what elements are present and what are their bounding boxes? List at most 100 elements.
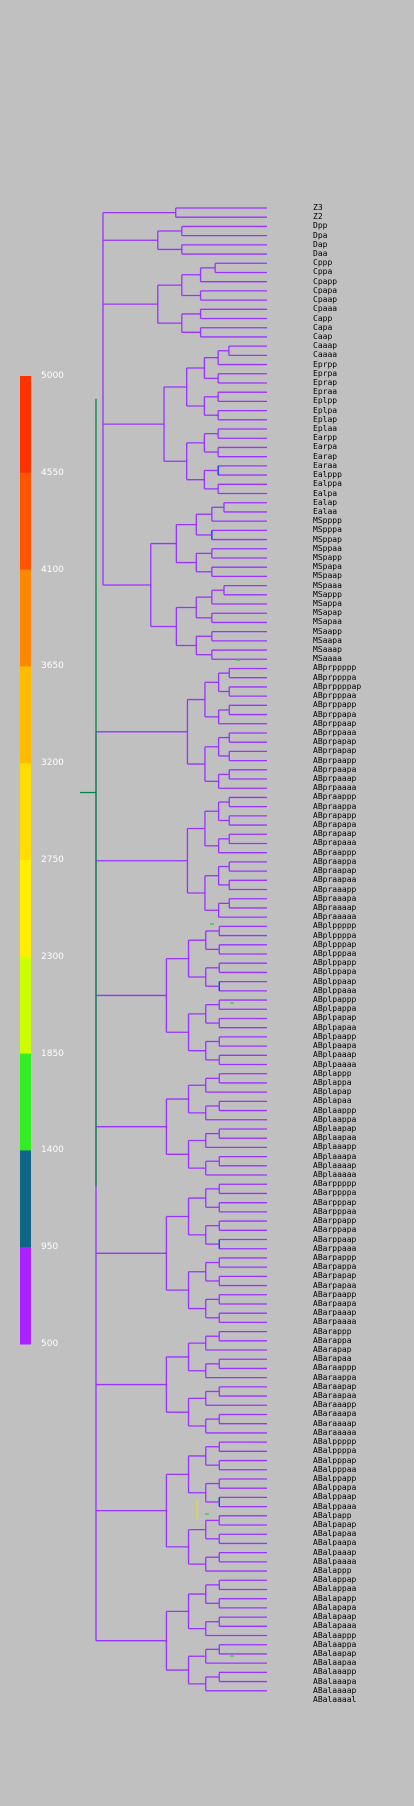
leaf-name: ABplapap bbox=[313, 1087, 352, 1097]
leaf-name: ABarpaapp bbox=[313, 1289, 357, 1299]
leaf-name: Eprpa bbox=[313, 368, 338, 378]
leaf-name: ABplappp bbox=[313, 1068, 352, 1078]
leaf-name: ABplppaaa bbox=[313, 985, 357, 995]
leaf-name: ABplpappp bbox=[313, 995, 357, 1005]
leaf-name: ABarppapa bbox=[313, 1225, 357, 1235]
leaf-name: ABprpaapa bbox=[313, 764, 357, 774]
leaf-name: ABplaaapa bbox=[313, 1151, 357, 1161]
leaf-name: MSaaaa bbox=[313, 654, 342, 664]
leaf-name: MSppaa bbox=[313, 543, 342, 553]
leaf-name: ABalaaaap bbox=[313, 1685, 357, 1695]
leaf-name: ABarapap bbox=[313, 1345, 352, 1355]
leaf-name: ABalpaaap bbox=[313, 1547, 357, 1557]
leaf-name: ABarppapp bbox=[313, 1216, 357, 1226]
legend-segment bbox=[20, 1150, 31, 1248]
leaf-name: ABarappp bbox=[313, 1326, 352, 1336]
leaf-name: ABarpaaaa bbox=[313, 1317, 357, 1327]
leaf-name: ABplpaaaa bbox=[313, 1059, 357, 1069]
leaf-name: ABarpapaa bbox=[313, 1280, 357, 1290]
leaf-name: Cpaap bbox=[313, 295, 338, 305]
leaf-name: Cpaaa bbox=[313, 304, 338, 314]
leaf-name: Caap bbox=[313, 331, 333, 341]
leaf-name: ABplpapaa bbox=[313, 1022, 357, 1032]
leaf-name: MSppap bbox=[313, 534, 342, 544]
leaf-name: Dap bbox=[313, 239, 328, 249]
legend-tick-label: 950 bbox=[41, 1242, 59, 1253]
leaf-name: MSappa bbox=[313, 599, 342, 609]
leaf-name: ABarppppa bbox=[313, 1188, 357, 1198]
leaf-name: ABplaapap bbox=[313, 1123, 357, 1133]
leaf-name: Dpp bbox=[313, 221, 328, 231]
legend-tick-label: 1850 bbox=[41, 1048, 64, 1059]
leaf-name: ABaraappp bbox=[313, 1363, 357, 1373]
legend-segment bbox=[20, 1053, 31, 1151]
leaf-name: ABplpaapp bbox=[313, 1031, 357, 1041]
leaf-name: ABplaaaaa bbox=[313, 1170, 357, 1180]
leaf-name: Z3 bbox=[313, 203, 323, 212]
leaf-name: ABprpaaaa bbox=[313, 783, 357, 793]
leaf-name: ABpraaaap bbox=[313, 902, 357, 912]
leaf-name: ABprpapap bbox=[313, 737, 357, 747]
leaf-name: ABprppppap bbox=[313, 681, 362, 691]
leaf-name: ABaraaapp bbox=[313, 1400, 357, 1410]
leaf-name: ABarpappp bbox=[313, 1252, 357, 1262]
lineage-tree bbox=[80, 207, 267, 1692]
leaf-name: ABalappap bbox=[313, 1575, 357, 1585]
leaf-name: ABprppapp bbox=[313, 700, 357, 710]
leaf-name: ABplppaap bbox=[313, 976, 357, 986]
color-legend: 5000 4550 4100 3650 3200 2750 2300 1850 1400 950 5… bbox=[0, 0, 80, 1806]
legend-tick-label: 1400 bbox=[41, 1145, 64, 1156]
leaf-name: ABplaapaa bbox=[313, 1133, 357, 1143]
leaf-name: ABprapaap bbox=[313, 829, 357, 839]
legend-segment bbox=[20, 763, 31, 861]
leaf-name: ABalpapp bbox=[313, 1510, 352, 1520]
leaf-name: Earap bbox=[313, 451, 338, 461]
leaf-name: ABalapaaa bbox=[313, 1621, 357, 1631]
leaf-name: Dpa bbox=[313, 230, 328, 240]
leaf-name: ABprapapp bbox=[313, 810, 357, 820]
leaf-name: ABalapapa bbox=[313, 1602, 357, 1612]
leaf-name: ABalpapap bbox=[313, 1520, 357, 1529]
leaf-name: ABalaaapa bbox=[313, 1676, 357, 1686]
leaf-name: ABplppppa bbox=[313, 930, 357, 940]
leaf-name: ABalppaaa bbox=[313, 1501, 357, 1511]
leaf-name: ABalaapaa bbox=[313, 1658, 357, 1668]
leaf-name: Cppp bbox=[313, 258, 333, 268]
leaf-name: ABplppppp bbox=[313, 921, 357, 931]
leaf-name: ABarpappa bbox=[313, 1262, 357, 1272]
leaf-name: MSaapp bbox=[313, 626, 342, 636]
legend-segment bbox=[20, 472, 31, 571]
leaf-name: ABarapaa bbox=[313, 1354, 352, 1364]
leaf-name: MSpaaa bbox=[313, 580, 342, 590]
leaf-name: Earaa bbox=[313, 460, 338, 470]
leaf-name: ABarpppap bbox=[313, 1197, 357, 1207]
leaf-name: Ealppa bbox=[313, 479, 342, 489]
leaf-name: ABarpppaa bbox=[313, 1206, 357, 1216]
leaf-name: ABplpaaap bbox=[313, 1050, 357, 1060]
legend-segment bbox=[20, 376, 31, 474]
leaf-name: ABarpaapa bbox=[313, 1298, 357, 1308]
leaf-name: MSaaap bbox=[313, 645, 342, 655]
leaf-name: MSpaap bbox=[313, 571, 342, 581]
leaf-name: Earpp bbox=[313, 433, 338, 443]
leaf-name: MSappp bbox=[313, 589, 342, 599]
leaf-name: ABplpppap bbox=[313, 939, 357, 949]
legend-tick-label: 4100 bbox=[41, 564, 64, 575]
leaf-name: ABplaappp bbox=[313, 1105, 357, 1115]
leaf-name: ABalppaap bbox=[313, 1492, 357, 1502]
legend-tick-label: 3200 bbox=[41, 758, 64, 769]
leaf-name: ABaraaapa bbox=[313, 1409, 357, 1419]
legend-tick-label: 2750 bbox=[41, 855, 64, 865]
legend-segment bbox=[20, 860, 31, 958]
leaf-name: MSapap bbox=[313, 608, 342, 618]
legend-tick-label: 2300 bbox=[41, 951, 64, 962]
leaf-name: Eplpa bbox=[313, 405, 338, 415]
leaf-name: ABalpaaaa bbox=[313, 1556, 357, 1566]
leaf-name: Ealppp bbox=[313, 470, 342, 480]
leaf-name: ABalppapp bbox=[313, 1473, 357, 1483]
leaf-name: Ealap bbox=[313, 497, 338, 507]
leaf-name: ABarppaap bbox=[313, 1234, 357, 1244]
leaf-name: ABplpaapa bbox=[313, 1041, 357, 1051]
leaf-name: ABplappa bbox=[313, 1077, 352, 1087]
leaf-name: ABaraappa bbox=[313, 1372, 357, 1382]
